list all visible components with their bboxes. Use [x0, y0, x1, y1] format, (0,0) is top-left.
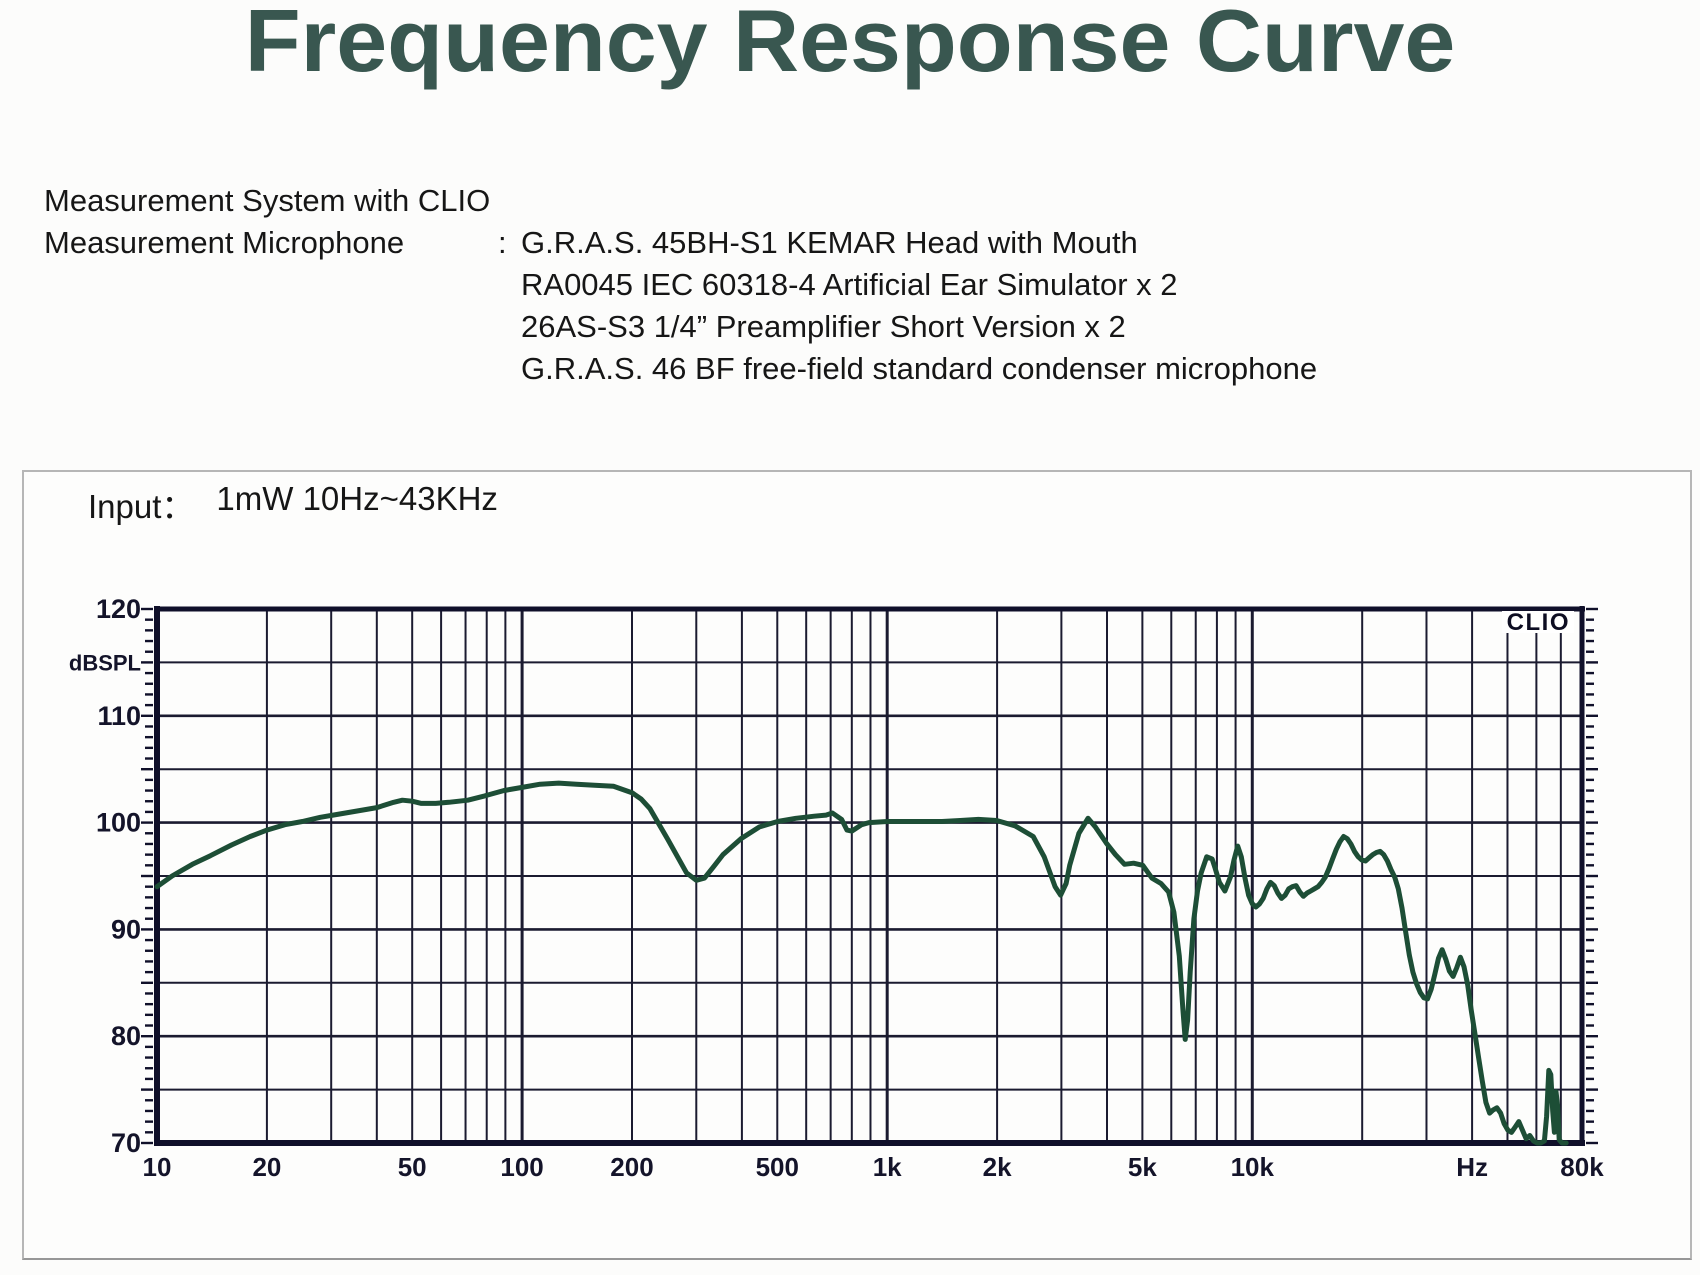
grid-lines [155, 609, 1582, 1143]
svg-text:200: 200 [610, 1152, 653, 1182]
svg-text:10k: 10k [1231, 1152, 1275, 1182]
svg-text:1k: 1k [873, 1152, 902, 1182]
svg-text:80k: 80k [1560, 1152, 1604, 1182]
input-condition-line: Input： 1mW 10Hz~43KHz [88, 480, 498, 528]
svg-text:80: 80 [111, 1021, 141, 1051]
svg-text:20: 20 [252, 1152, 281, 1182]
measurement-microphone-label: Measurement Microphone [44, 225, 405, 260]
microphone-item: 26AS-S3 1/4” Preamplifier Short Version … [521, 309, 1126, 344]
svg-text:2k: 2k [983, 1152, 1012, 1182]
input-value: 1mW 10Hz~43KHz [216, 480, 498, 517]
microphone-item: G.R.A.S. 45BH-S1 KEMAR Head with Mouth [521, 225, 1138, 260]
y-axis-unit-label: dBSPL [69, 650, 141, 675]
svg-text:100: 100 [500, 1152, 543, 1182]
svg-text:120: 120 [96, 594, 141, 624]
svg-text:Hz: Hz [1456, 1152, 1488, 1182]
svg-text:50: 50 [398, 1152, 427, 1182]
input-label: Input： [88, 488, 195, 525]
svg-text:CLIO: CLIO [1507, 609, 1570, 636]
svg-text:110: 110 [97, 701, 141, 731]
y-axis-labels: 120 110 100 90 80 70 dBSPL [69, 594, 141, 1158]
response-curve [154, 780, 1569, 1146]
svg-text:10: 10 [143, 1152, 172, 1182]
svg-text:5k: 5k [1128, 1152, 1157, 1182]
svg-text:500: 500 [756, 1152, 799, 1182]
clio-logo: CLIO [1502, 609, 1574, 636]
x-axis-labels: 10 20 50 100 200 500 1k 2k 5k 10k Hz 80k [143, 1152, 1605, 1182]
svg-text:90: 90 [111, 914, 141, 944]
microphone-label-colon: : [498, 225, 507, 260]
svg-text:70: 70 [111, 1128, 141, 1158]
svg-text:100: 100 [96, 808, 141, 838]
microphone-item: G.R.A.S. 46 BF free-field standard conde… [521, 351, 1318, 386]
axis-border [154, 606, 1585, 1146]
measurement-system-line: Measurement System with CLIO [44, 183, 491, 218]
chart-panel [22, 470, 1692, 1260]
axis-ticks [141, 607, 1598, 1145]
page-title: Frequency Response Curve [244, 0, 1456, 90]
microphone-item: RA0045 IEC 60318-4 Artificial Ear Simula… [521, 267, 1178, 302]
